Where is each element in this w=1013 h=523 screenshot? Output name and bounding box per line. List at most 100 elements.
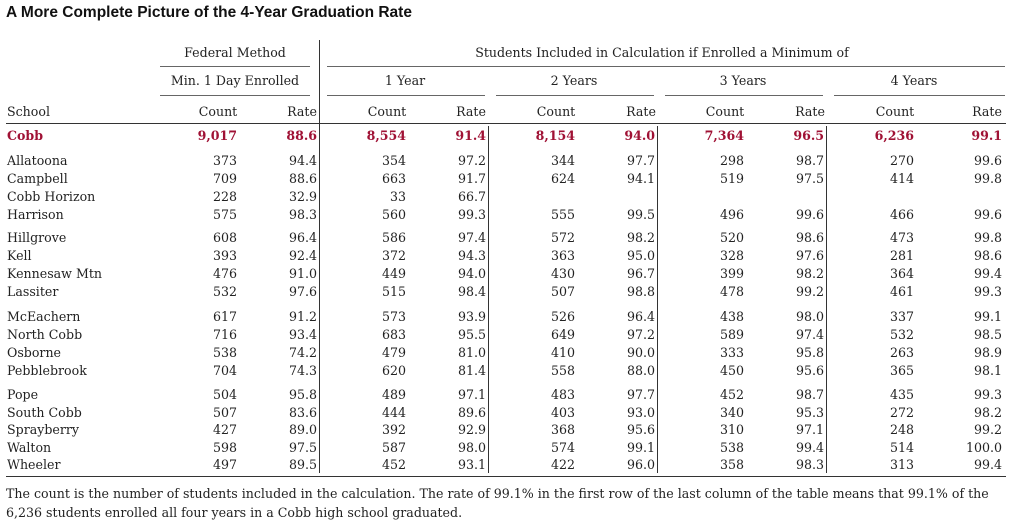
count-cell: 497 bbox=[212, 457, 237, 472]
rate-cell: 98.7 bbox=[795, 153, 824, 168]
count-cell: 449 bbox=[381, 266, 406, 281]
count-cell: 438 bbox=[719, 309, 744, 324]
count-column-header: Count bbox=[875, 104, 915, 119]
count-cell: 298 bbox=[719, 153, 744, 168]
rate-cell: 97.4 bbox=[457, 230, 486, 245]
count-cell: 392 bbox=[381, 422, 406, 437]
count-cell: 410 bbox=[550, 345, 575, 360]
count-cell: 363 bbox=[550, 248, 575, 263]
school-name: Kell bbox=[7, 248, 32, 263]
rate-cell: 99.8 bbox=[973, 230, 1002, 245]
count-cell: 624 bbox=[550, 171, 575, 186]
count-cell: 452 bbox=[719, 387, 744, 402]
rate-cell: 95.0 bbox=[626, 248, 655, 263]
header-bottom-rule bbox=[6, 123, 1006, 124]
count-cell: 617 bbox=[212, 309, 237, 324]
count-column-header: Count bbox=[705, 104, 745, 119]
count-cell: 461 bbox=[889, 284, 914, 299]
rate-cell: 95.8 bbox=[795, 345, 824, 360]
rate-cell: 97.7 bbox=[626, 387, 655, 402]
count-cell: 620 bbox=[381, 363, 406, 378]
rate-cell: 98.4 bbox=[457, 284, 486, 299]
school-name: Hillgrove bbox=[7, 230, 67, 245]
rate-cell: 89.5 bbox=[288, 457, 317, 472]
count-cell: 574 bbox=[550, 439, 575, 455]
rate-cell: 95.5 bbox=[457, 327, 486, 342]
rate-cell: 93.0 bbox=[626, 404, 655, 420]
count-cell: 598 bbox=[212, 439, 237, 455]
rate-cell: 98.9 bbox=[973, 345, 1002, 360]
rate-cell: 94.1 bbox=[626, 171, 655, 186]
count-cell: 683 bbox=[381, 327, 406, 342]
rate-cell: 88.6 bbox=[286, 128, 317, 143]
count-cell: 476 bbox=[212, 266, 237, 281]
count-cell: 399 bbox=[719, 266, 744, 281]
count-cell: 586 bbox=[381, 230, 406, 245]
count-cell: 414 bbox=[889, 171, 914, 186]
rate-cell: 66.7 bbox=[457, 189, 486, 204]
rate-cell: 99.3 bbox=[973, 284, 1002, 299]
group-header-3-years: 3 Years bbox=[719, 73, 767, 88]
table-bottom-rule bbox=[6, 476, 1006, 477]
rate-cell: 95.6 bbox=[626, 422, 655, 437]
rate-cell: 95.6 bbox=[795, 363, 824, 378]
page-title: A More Complete Picture of the 4-Year Gr… bbox=[6, 4, 412, 21]
school-name: South Cobb bbox=[7, 404, 82, 420]
count-cell: 532 bbox=[212, 284, 237, 299]
rate-cell: 97.2 bbox=[457, 153, 486, 168]
rate-cell: 99.1 bbox=[971, 128, 1002, 143]
count-cell: 435 bbox=[889, 387, 914, 402]
rate-cell: 96.0 bbox=[626, 457, 655, 472]
count-cell: 403 bbox=[550, 404, 575, 420]
rate-cell: 94.0 bbox=[624, 128, 655, 143]
count-column-header: Count bbox=[536, 104, 576, 119]
count-cell: 8,554 bbox=[366, 128, 406, 143]
count-cell: 368 bbox=[550, 422, 575, 437]
count-cell: 272 bbox=[889, 404, 914, 420]
rate-cell: 96.4 bbox=[288, 230, 317, 245]
rate-cell: 81.4 bbox=[457, 363, 486, 378]
school-name: Lassiter bbox=[7, 284, 59, 299]
group-header-1-year: 1 Year bbox=[384, 73, 426, 88]
rate-cell: 99.4 bbox=[795, 439, 824, 455]
count-cell: 9,017 bbox=[197, 128, 237, 143]
rate-cell: 98.0 bbox=[457, 439, 486, 455]
rate-cell: 95.3 bbox=[795, 404, 824, 420]
school-name: McEachern bbox=[7, 309, 81, 324]
count-cell: 373 bbox=[212, 153, 237, 168]
federal-header-rule bbox=[160, 66, 310, 67]
vertical-rule-3-years bbox=[826, 126, 827, 473]
count-cell: 354 bbox=[381, 153, 406, 168]
rate-cell: 94.0 bbox=[457, 266, 486, 281]
group-header-2-years: 2 Years bbox=[550, 73, 598, 88]
school-column-header: School bbox=[7, 104, 50, 119]
rate-cell: 98.7 bbox=[795, 387, 824, 402]
count-cell: 248 bbox=[889, 422, 914, 437]
rate-cell: 98.8 bbox=[626, 284, 655, 299]
count-cell: 422 bbox=[550, 457, 575, 472]
count-cell: 555 bbox=[550, 207, 575, 222]
rate-cell: 96.5 bbox=[793, 128, 824, 143]
count-cell: 573 bbox=[381, 309, 406, 324]
students-included-header: Students Included in Calculation if Enro… bbox=[475, 45, 849, 60]
count-cell: 716 bbox=[212, 327, 237, 342]
count-cell: 364 bbox=[889, 266, 914, 281]
group-header-4-years: 4 Years bbox=[890, 73, 938, 88]
group-rule-2 bbox=[496, 95, 654, 96]
rate-cell: 96.4 bbox=[626, 309, 655, 324]
rate-cell: 98.6 bbox=[973, 248, 1002, 263]
rate-cell: 97.5 bbox=[795, 171, 824, 186]
count-cell: 560 bbox=[381, 207, 406, 222]
rate-cell: 97.7 bbox=[626, 153, 655, 168]
count-cell: 344 bbox=[550, 153, 575, 168]
rate-cell: 99.4 bbox=[973, 457, 1002, 472]
school-name: Walton bbox=[7, 439, 52, 455]
rate-column-header: Rate bbox=[287, 104, 317, 119]
rate-cell: 98.2 bbox=[626, 230, 655, 245]
rate-cell: 90.0 bbox=[626, 345, 655, 360]
group-rule-1 bbox=[327, 95, 485, 96]
total-row-school: Cobb bbox=[7, 128, 44, 143]
count-cell: 496 bbox=[719, 207, 744, 222]
table-note: The count is the number of students incl… bbox=[6, 486, 989, 520]
federal-sub-rule bbox=[160, 95, 310, 96]
